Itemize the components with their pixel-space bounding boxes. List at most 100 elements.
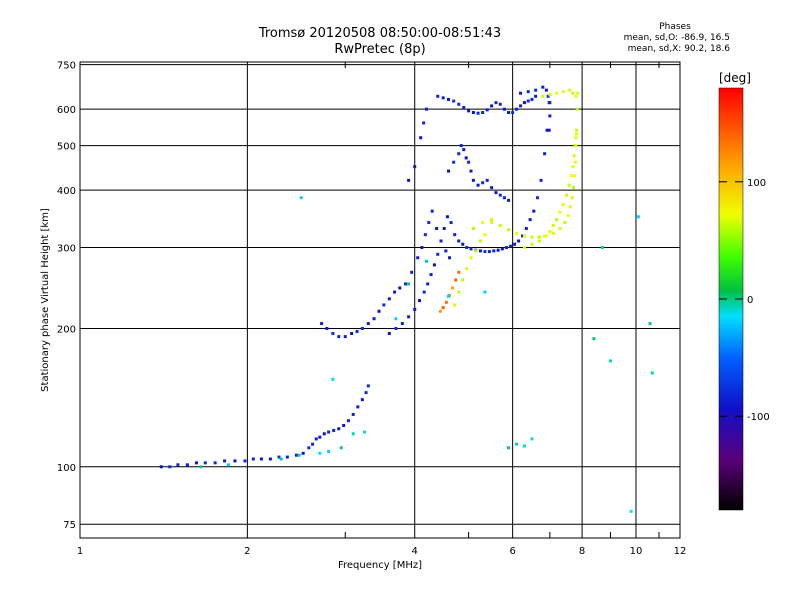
data-point — [487, 250, 491, 254]
data-point — [425, 259, 429, 263]
data-point — [422, 121, 426, 125]
data-point — [526, 99, 530, 103]
phase-stats-o-mode: mean, sd,O: -86.9, 16.5 — [623, 33, 730, 43]
colorbar-tick-label: 0 — [747, 295, 753, 306]
data-point — [407, 178, 411, 182]
data-point — [346, 419, 350, 423]
phase-statistics: Phases mean, sd,O: -86.9, 16.5 mean, sd,… — [580, 22, 730, 55]
data-point — [502, 107, 506, 111]
data-point — [418, 299, 422, 303]
data-point — [457, 102, 461, 106]
data-point — [478, 239, 482, 243]
data-point — [522, 246, 526, 250]
data-point — [543, 152, 547, 156]
data-point — [474, 249, 478, 253]
data-point — [566, 214, 570, 218]
data-point — [490, 221, 494, 225]
data-point — [478, 249, 482, 253]
data-point — [459, 144, 463, 148]
data-point — [307, 446, 311, 450]
data-point — [425, 107, 429, 111]
data-point — [522, 234, 526, 238]
data-point — [498, 193, 502, 197]
data-point — [394, 326, 398, 330]
x-tick-label: 12 — [674, 546, 687, 557]
data-point — [526, 90, 530, 94]
data-point — [446, 97, 450, 101]
y-tick-label: 400 — [57, 186, 76, 197]
data-point — [546, 94, 550, 98]
data-point — [575, 107, 579, 111]
data-point — [435, 227, 439, 231]
data-point — [331, 377, 335, 381]
data-point — [471, 227, 475, 231]
data-point — [600, 246, 604, 250]
data-point — [483, 290, 487, 294]
data-point — [539, 178, 543, 182]
data-point — [393, 290, 397, 294]
data-point — [194, 461, 198, 465]
data-point — [438, 309, 442, 313]
phase-stats-heading: Phases — [659, 22, 691, 32]
x-tick-label: 6 — [509, 546, 515, 557]
data-point — [568, 205, 572, 209]
data-point — [327, 430, 331, 434]
data-point — [446, 169, 450, 173]
data-point — [511, 111, 515, 115]
data-point — [439, 239, 443, 243]
data-point — [507, 198, 511, 202]
data-point — [515, 107, 519, 111]
data-point — [528, 218, 532, 222]
data-point — [446, 294, 450, 298]
data-point — [351, 432, 355, 436]
x-tick-label: 1 — [77, 546, 83, 557]
y-axis-title: Stationary phase Virtual Height [km] — [40, 208, 51, 392]
data-point — [327, 449, 331, 453]
data-point — [496, 248, 500, 252]
data-point — [537, 235, 541, 239]
data-point — [442, 227, 446, 231]
data-point — [574, 136, 578, 140]
data-point — [251, 457, 255, 461]
data-point — [571, 186, 575, 190]
colorbar-ticks: -100 0 100 — [719, 178, 770, 423]
data-point — [356, 405, 360, 409]
data-point — [469, 247, 473, 251]
data-point — [429, 273, 433, 277]
data-point — [561, 203, 565, 207]
x-tick-label: 2 — [244, 546, 250, 557]
data-point — [524, 227, 528, 231]
x-tick-label: 10 — [630, 546, 643, 557]
data-point — [544, 234, 548, 238]
data-point — [461, 242, 465, 246]
data-point — [575, 128, 579, 132]
data-point — [299, 196, 303, 200]
data-point — [398, 286, 402, 290]
data-point — [515, 231, 519, 235]
data-point — [430, 209, 434, 213]
data-point — [467, 160, 471, 164]
data-point — [436, 94, 440, 98]
data-point — [426, 282, 430, 286]
data-point — [485, 178, 489, 182]
data-point — [565, 193, 569, 197]
data-point — [407, 315, 411, 319]
data-point — [551, 224, 555, 228]
data-point — [541, 85, 545, 89]
data-point — [551, 231, 555, 235]
y-tick-label: 300 — [57, 244, 76, 255]
data-point — [573, 160, 577, 164]
data-point — [481, 111, 485, 115]
data-point — [490, 104, 494, 108]
data-point — [366, 322, 370, 326]
data-point — [444, 249, 448, 253]
data-point — [372, 317, 376, 321]
x-tick-label: 8 — [579, 546, 585, 557]
data-point — [476, 111, 480, 115]
data-point — [320, 322, 324, 326]
data-point — [548, 114, 552, 118]
data-point — [558, 227, 562, 231]
data-point — [279, 457, 283, 461]
phase-stats-x-mode: mean, sd,X: 90.2, 18.6 — [627, 44, 730, 54]
data-point — [387, 332, 391, 336]
